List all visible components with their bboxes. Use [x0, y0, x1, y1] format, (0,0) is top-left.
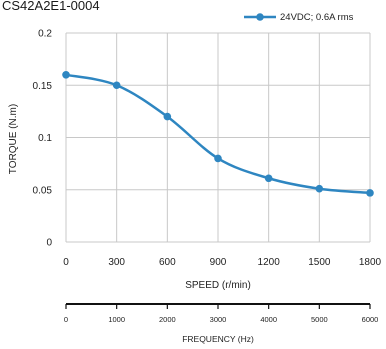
- data-point: [366, 189, 374, 197]
- x-tick-label: 1500: [308, 257, 331, 268]
- x-tick-label: 300: [108, 257, 125, 268]
- legend-label: 24VDC; 0.6A rms: [280, 12, 354, 23]
- x-tick-label: 0: [63, 257, 69, 268]
- x-tick-label: 900: [210, 257, 227, 268]
- frequency-tick-label: 1000: [108, 315, 125, 324]
- frequency-tick-label: 5000: [311, 315, 328, 324]
- data-point: [163, 112, 172, 121]
- frequency-tick-label: 0: [64, 315, 68, 324]
- data-point: [62, 71, 70, 79]
- y-tick-label: 0.1: [38, 133, 52, 144]
- y-tick-label: 0.05: [33, 185, 53, 196]
- frequency-tick-label: 3000: [210, 315, 227, 324]
- series-layer: [62, 71, 374, 197]
- frequency-tick-label: 6000: [362, 315, 379, 324]
- grid-lines: [65, 32, 371, 243]
- data-point: [264, 174, 273, 183]
- data-point: [315, 184, 324, 193]
- chart-title: CS42A2E1-0004: [2, 0, 100, 13]
- legend: 24VDC; 0.6A rms: [244, 12, 354, 23]
- x-tick-label: 1200: [258, 257, 281, 268]
- frequency-tick-label: 2000: [159, 315, 176, 324]
- y-axis-label: TORQUE (N.m): [8, 104, 19, 174]
- data-point: [214, 154, 222, 163]
- frequency-tick-label: 4000: [260, 315, 277, 324]
- legend-marker: [256, 13, 264, 21]
- y-tick-labels: 0 0.05 0.1 0.15 0.2: [33, 29, 53, 249]
- data-point: [112, 81, 121, 90]
- y-tick-label: 0.15: [33, 81, 53, 92]
- x-tick-label: 1800: [359, 257, 382, 268]
- x-tick-label: 600: [159, 257, 176, 268]
- x-tick-labels: 0 300 600 900 1200 1500 1800: [63, 257, 381, 268]
- x-axis-label: SPEED (r/min): [185, 280, 251, 291]
- y-tick-label: 0: [46, 238, 52, 249]
- frequency-axis: [65, 303, 371, 309]
- y-tick-label: 0.2: [38, 29, 52, 40]
- frequency-axis-label: FREQUENCY (Hz): [182, 334, 254, 344]
- frequency-tick-labels: 0 1000 2000 3000 4000 5000 6000: [64, 315, 378, 324]
